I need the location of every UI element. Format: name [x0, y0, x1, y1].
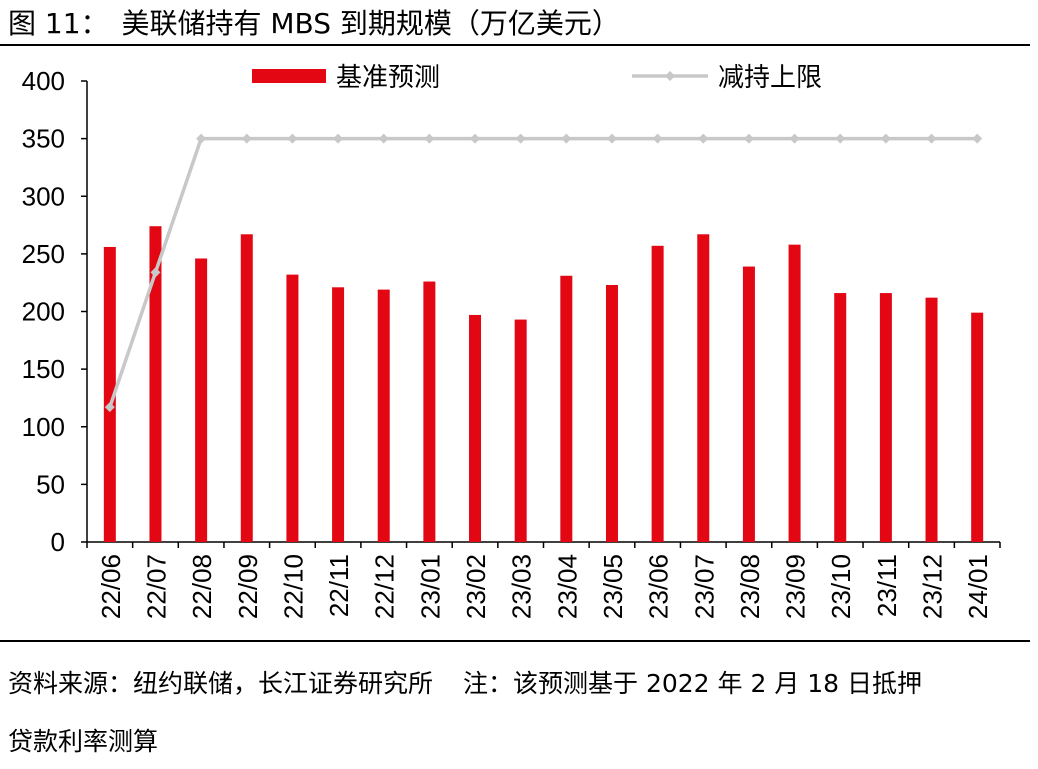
- line-point-23-08: [743, 133, 754, 144]
- x-tick-label: 23/08: [735, 554, 765, 619]
- line-point-23-03: [515, 133, 526, 144]
- x-tick-label: 23/10: [826, 554, 856, 619]
- top-rule: [0, 44, 1030, 46]
- x-tick-label: 22/11: [324, 554, 354, 617]
- line-point-24-01: [972, 133, 983, 144]
- bar-22-07: [149, 226, 162, 542]
- bar-23-09: [788, 244, 801, 542]
- bar-23-08: [742, 266, 755, 542]
- bar-22-12: [377, 289, 390, 542]
- line-point-22-10: [287, 133, 298, 144]
- x-tick-label: 23/03: [507, 554, 537, 619]
- bar-24-01: [971, 312, 984, 542]
- legend-swatch-marker: [665, 71, 675, 81]
- series-line-cap: [108, 136, 978, 408]
- y-tick-label: 400: [22, 66, 65, 96]
- y-tick-label: 150: [22, 354, 65, 384]
- y-tick-label: 0: [51, 527, 65, 557]
- x-tick-label: 23/01: [415, 554, 445, 619]
- x-tick-label: 22/06: [96, 554, 126, 619]
- bar-23-10: [834, 293, 847, 542]
- y-tick-label: 350: [22, 124, 65, 154]
- x-tick-label: 23/07: [689, 554, 719, 619]
- chart-title: 图 11： 美联储持有 MBS 到期规模（万亿美元）: [8, 4, 620, 44]
- line-point-23-10: [835, 133, 846, 144]
- bar-22-10: [286, 274, 299, 542]
- line-point-22-08: [196, 133, 207, 144]
- y-tick-label: 100: [22, 412, 65, 442]
- line-point-22-09: [241, 133, 252, 144]
- line-point-23-05: [606, 133, 617, 144]
- y-tick-label: 50: [36, 469, 65, 499]
- line-point-23-02: [470, 133, 481, 144]
- line-point-22-07: [150, 267, 161, 278]
- bar-23-03: [514, 319, 527, 542]
- bottom-rule: [0, 640, 1030, 642]
- y-tick-label: 200: [22, 297, 65, 327]
- legend-swatch-bar: [252, 69, 326, 83]
- x-tick-label: 22/10: [278, 554, 308, 619]
- x-tick-label: 23/05: [598, 554, 628, 619]
- bar-23-12: [925, 297, 938, 542]
- note-continuation: 贷款利率测算: [8, 727, 159, 756]
- x-tick-label: 23/09: [781, 554, 811, 619]
- line-point-23-12: [926, 133, 937, 144]
- figure-number: 11：: [44, 7, 109, 40]
- line-point-23-01: [424, 133, 435, 144]
- x-tick-label: 23/06: [644, 554, 674, 619]
- bar-22-11: [332, 287, 345, 542]
- x-tick-label: 22/07: [141, 554, 171, 619]
- source-note: 资料来源：纽约联储，长江证券研究所 注：该预测基于 2022 年 2 月 18 日…: [8, 664, 1033, 704]
- figure-title: 美联储持有 MBS 到期规模（万亿美元）: [121, 7, 620, 40]
- bar-22-09: [240, 234, 253, 542]
- source-text: 资料来源：纽约联储，长江证券研究所: [8, 669, 434, 698]
- line-point-23-09: [789, 133, 800, 144]
- bar-22-08: [195, 258, 208, 542]
- line-point-23-11: [880, 133, 891, 144]
- bar-23-05: [605, 284, 618, 542]
- line-point-23-04: [561, 133, 572, 144]
- bar-22-06: [103, 246, 116, 542]
- legend-label-line: 减持上限: [718, 62, 822, 92]
- x-tick-label: 23/11: [872, 554, 902, 617]
- bar-23-01: [423, 281, 436, 542]
- bar-23-11: [879, 293, 892, 542]
- line-point-23-06: [652, 133, 663, 144]
- line-point-22-11: [333, 133, 344, 144]
- y-tick-label: 250: [22, 239, 65, 269]
- figure-label: 图: [8, 7, 37, 40]
- bar-23-07: [697, 234, 710, 542]
- line-point-22-12: [378, 133, 389, 144]
- x-tick-label: 22/12: [370, 554, 400, 619]
- bar-23-06: [651, 245, 664, 542]
- bar-line-chart: 0 50 100 150 200 250 300 350 400 22/06 22/07 22/08 2…: [22, 62, 1001, 619]
- x-tick-label: 23/02: [461, 554, 491, 619]
- bar-23-02: [469, 314, 482, 542]
- x-tick-label: 23/12: [918, 554, 948, 619]
- x-tick-label: 24/01: [963, 554, 993, 619]
- x-tick-label: 22/08: [187, 554, 217, 619]
- y-tick-label: 300: [22, 181, 65, 211]
- bar-23-04: [560, 275, 573, 542]
- legend-label-bar: 基准预测: [336, 62, 440, 92]
- x-tick-label: 23/04: [552, 554, 582, 619]
- x-tick-label: 22/09: [233, 554, 263, 619]
- line-point-23-07: [698, 133, 709, 144]
- note-text: 注：该预测基于 2022 年 2 月 18 日抵押: [463, 669, 923, 698]
- line-point-22-06: [104, 402, 115, 413]
